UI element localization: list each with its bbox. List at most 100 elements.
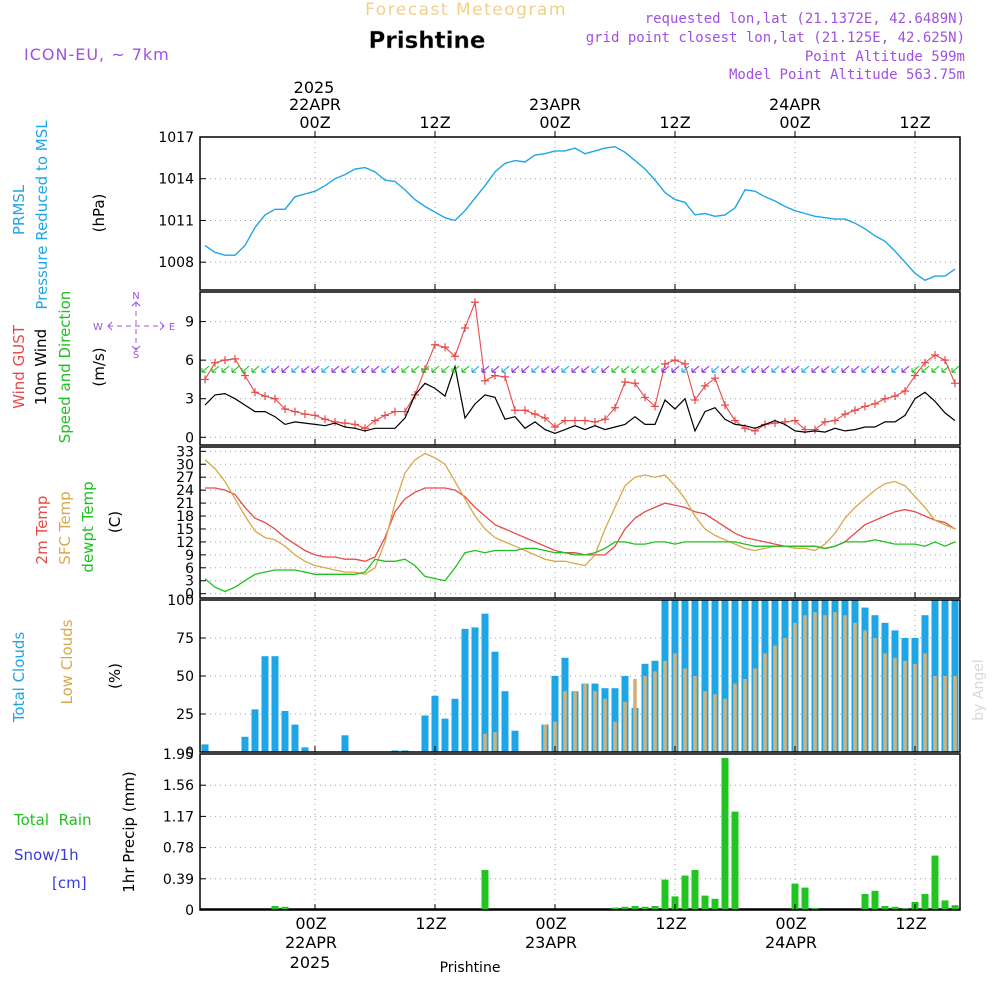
wind-gust-point (571, 416, 579, 425)
temperature-frame (199, 446, 961, 599)
wind-gust-point (651, 402, 659, 411)
temperature-ytick-label-4: 12 (176, 535, 194, 551)
wind-gust-point (491, 371, 499, 380)
wind-direction-arrow (601, 365, 610, 373)
wind-gust-point (271, 394, 279, 403)
pressure-ytick-label-1: 1011 (158, 213, 194, 229)
wind-direction-arrow (371, 365, 380, 373)
precip-background (200, 754, 960, 910)
wind-gust-point (461, 324, 469, 332)
wind-direction-arrow (331, 365, 340, 373)
total-clouds-bar (341, 735, 349, 752)
total-clouds-bar (451, 698, 459, 752)
wind-gust-point (901, 387, 909, 395)
rain-bar (711, 898, 719, 910)
top-tick-label-1: 12Z (419, 113, 450, 132)
low-clouds-bar (543, 724, 547, 752)
wind-gust-point (881, 394, 889, 403)
wind-direction-arrow (221, 365, 230, 373)
credit-watermark: by Angel (971, 659, 987, 720)
total-clouds-bar (461, 628, 469, 752)
wind-direction-arrow (431, 365, 440, 373)
wind-direction-arrow (461, 365, 470, 373)
wind-direction-arrow (581, 365, 590, 373)
wind-gust-point (721, 401, 729, 410)
wind-gust-point (231, 354, 239, 363)
precip-frame (199, 753, 961, 911)
low-clouds-bar (573, 691, 577, 752)
temperature-ytick-label-8: 24 (176, 483, 194, 499)
total-clouds-label: Total Clouds (10, 632, 28, 724)
wind-gust-point (311, 411, 319, 420)
compass-e: E (169, 322, 175, 333)
precip-ytick-label-2: 0.78 (163, 841, 194, 857)
low-clouds-bar (953, 676, 957, 752)
wind-gust-point (661, 360, 669, 368)
low-clouds-bar (643, 676, 647, 752)
footer-location: Prishtine (440, 960, 501, 976)
wind-direction-arrow (501, 365, 510, 373)
wind-gust-point (341, 419, 349, 428)
wind-gust-point (841, 410, 849, 419)
point-altitude: Point Altitude 599m (805, 49, 965, 65)
wind-gust-point (351, 420, 359, 429)
wind-gust-point (911, 371, 919, 380)
wind-gust-point (521, 406, 529, 415)
low-clouds-bar (903, 660, 907, 752)
low-clouds-bar (663, 660, 667, 752)
total-clouds-bar (201, 744, 209, 752)
total-clouds-bar (711, 600, 719, 752)
rain-bar (481, 870, 489, 910)
wind-direction-arrow (451, 365, 460, 373)
total-rain-label: Total Rain (13, 811, 92, 829)
wind-direction-arrow (381, 365, 390, 373)
top-tick-label-4: 00Z (779, 113, 810, 132)
wind-gust-point (941, 356, 949, 365)
wind-gust-point (811, 425, 819, 434)
low-clouds-bar (863, 630, 867, 752)
rain-bar (881, 906, 889, 910)
wind-gust-point (701, 381, 709, 390)
wind-gust-label: Wind GUST (10, 324, 28, 409)
wind-direction-arrow (621, 365, 630, 373)
precip-unit: 1hr Precip (mm) (120, 771, 138, 892)
rain-bar (801, 887, 809, 910)
wind-direction-arrow (561, 365, 570, 373)
pressure-panel: 1008 1011 1014 1017 (158, 130, 961, 291)
wind-gust-point (631, 379, 639, 388)
wind-direction-arrow (631, 365, 640, 373)
wind-direction-arrow (951, 365, 960, 373)
rain-bar (271, 906, 279, 910)
rain-bar (641, 906, 649, 910)
compass-icon: N S W E (93, 291, 175, 361)
low-clouds-bar (603, 698, 607, 752)
temperature-ytick-label-1: 3 (185, 574, 194, 590)
location-title: Prishtine (369, 28, 486, 54)
wind-gust-point (211, 358, 219, 367)
rain-bar (611, 907, 619, 910)
top-tick-label-2: 00Z (539, 113, 570, 132)
low-clouds-bar (623, 701, 627, 752)
low-clouds-bar (873, 638, 877, 752)
low-clouds-bar (553, 721, 557, 752)
wind-speed-dir-label: Speed and Direction (56, 291, 74, 444)
total-clouds-bar (251, 709, 259, 752)
wind-direction-arrow (271, 365, 280, 373)
wind-gust-point (501, 372, 509, 381)
wind-direction-arrow (491, 365, 500, 373)
total-clouds-bar (701, 600, 709, 752)
compass-n: N (132, 291, 139, 302)
wind-direction-arrow (201, 365, 210, 373)
wind-direction-arrow (751, 365, 760, 373)
total-clouds-bar (611, 688, 619, 752)
total-clouds-bar (431, 695, 439, 752)
snow-unit-label: [cm] (52, 874, 87, 892)
total-clouds-bar (501, 691, 509, 752)
total-clouds-bar (281, 711, 289, 752)
wind-direction-arrow (241, 365, 250, 373)
total-clouds-bar (481, 613, 489, 752)
model-point-altitude: Model Point Altitude 563.75m (729, 67, 965, 83)
